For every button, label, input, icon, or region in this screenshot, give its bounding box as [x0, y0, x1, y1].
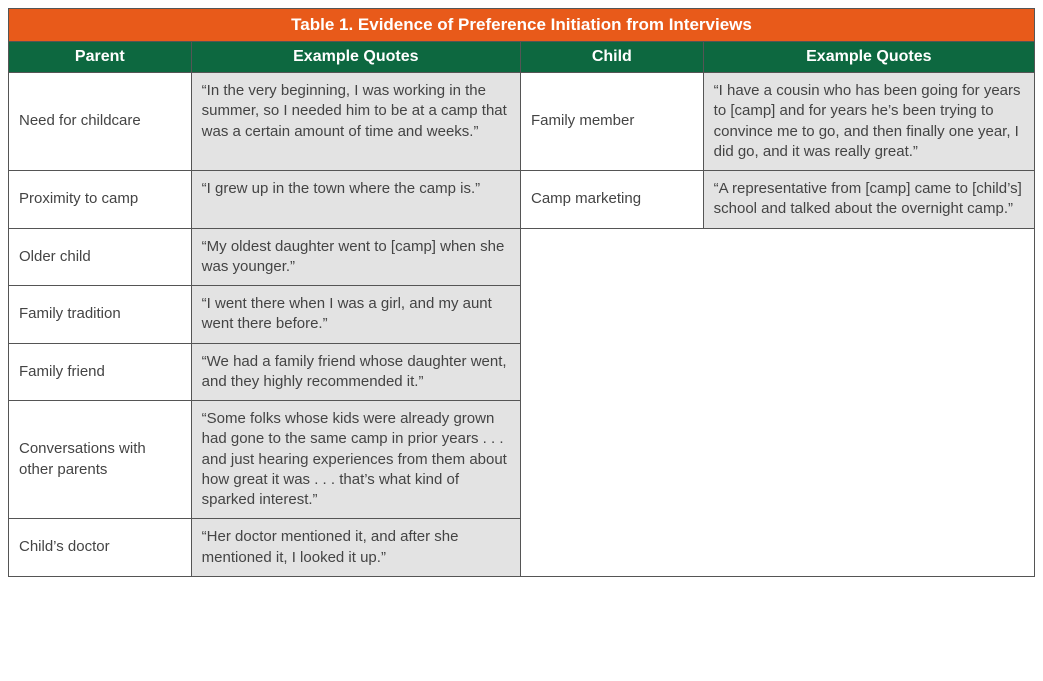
parent-quote: “My oldest daughter went to [camp] when … — [192, 229, 521, 286]
table-row: Older child “My oldest daughter went to … — [9, 228, 1034, 286]
parent-label: Family tradition — [9, 286, 192, 343]
empty-cell — [521, 343, 1034, 401]
parent-label: Child’s doctor — [9, 519, 192, 576]
empty-cell — [521, 229, 1034, 286]
parent-label: Older child — [9, 229, 192, 286]
child-quote: “A representative from [camp] came to [c… — [704, 171, 1034, 228]
table-row: Family tradition “I went there when I wa… — [9, 285, 1034, 343]
parent-label: Need for childcare — [9, 73, 192, 170]
child-label: Camp marketing — [521, 171, 704, 228]
empty-cell — [521, 518, 1034, 576]
header-parent: Parent — [9, 42, 192, 72]
table-row: Family friend “We had a family friend wh… — [9, 343, 1034, 401]
parent-label: Family friend — [9, 344, 192, 401]
parent-quote: “In the very beginning, I was working in… — [192, 73, 521, 170]
table-row: Child’s doctor “Her doctor mentioned it,… — [9, 518, 1034, 576]
table-row: Proximity to camp “I grew up in the town… — [9, 170, 1034, 228]
table-title: Table 1. Evidence of Preference Initiati… — [9, 9, 1034, 42]
parent-label: Proximity to camp — [9, 171, 192, 228]
parent-quote: “Some folks whose kids were already grow… — [192, 401, 521, 518]
empty-cell — [521, 400, 1034, 518]
table-header-row: Parent Example Quotes Child Example Quot… — [9, 42, 1034, 72]
header-child: Child — [521, 42, 704, 72]
evidence-table: Table 1. Evidence of Preference Initiati… — [8, 8, 1035, 577]
header-parent-quotes: Example Quotes — [192, 42, 521, 72]
child-label: Family member — [521, 73, 704, 170]
empty-cell — [521, 285, 1034, 343]
child-quote: “I have a cousin who has been going for … — [704, 73, 1034, 170]
parent-quote: “I grew up in the town where the camp is… — [192, 171, 521, 228]
table-row: Need for childcare “In the very beginnin… — [9, 72, 1034, 170]
parent-quote: “Her doctor mentioned it, and after she … — [192, 519, 521, 576]
table-row: Conversations with other parents “Some f… — [9, 400, 1034, 518]
parent-label: Conversations with other parents — [9, 401, 192, 518]
parent-quote: “We had a family friend whose daughter w… — [192, 344, 521, 401]
header-child-quotes: Example Quotes — [704, 42, 1034, 72]
parent-quote: “I went there when I was a girl, and my … — [192, 286, 521, 343]
